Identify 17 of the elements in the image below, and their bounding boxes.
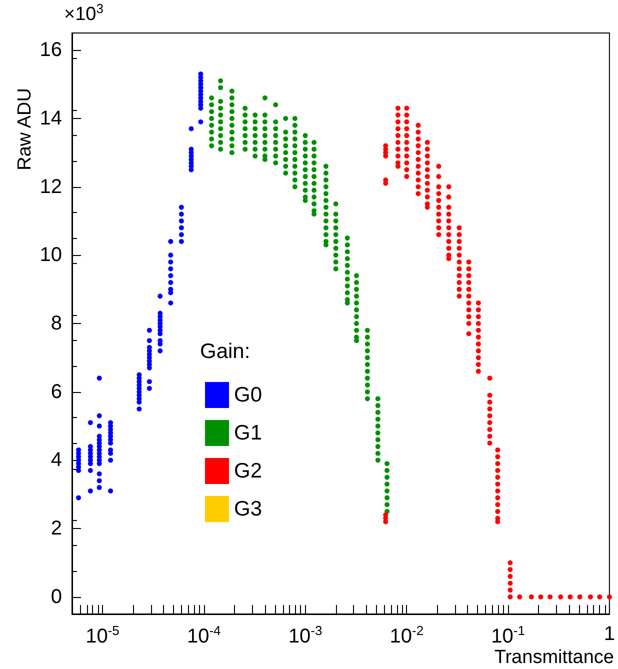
y-tick-label: 6 [50, 380, 62, 403]
y-tick-label: 2 [50, 518, 62, 540]
legend-label: G0 [234, 384, 262, 406]
x-tick-label: 1 [604, 623, 615, 645]
x-axis-title: Transmittance [494, 647, 614, 668]
y-tick-label: 12 [40, 176, 62, 198]
legend-title: Gain: [200, 340, 250, 363]
y-tick-label: 4 [50, 449, 62, 472]
legend-label: G2 [234, 460, 262, 482]
legend-label: G3 [234, 498, 262, 520]
y-axis-title: Raw ADU [14, 88, 36, 170]
y-tick-label: 16 [40, 39, 62, 62]
y-tick-label: 10 [40, 244, 62, 266]
legend-label: G1 [234, 422, 262, 444]
y-tick-label: 14 [40, 107, 62, 130]
y-tick-label: 8 [50, 312, 62, 334]
y-tick-label: 0 [50, 586, 62, 608]
